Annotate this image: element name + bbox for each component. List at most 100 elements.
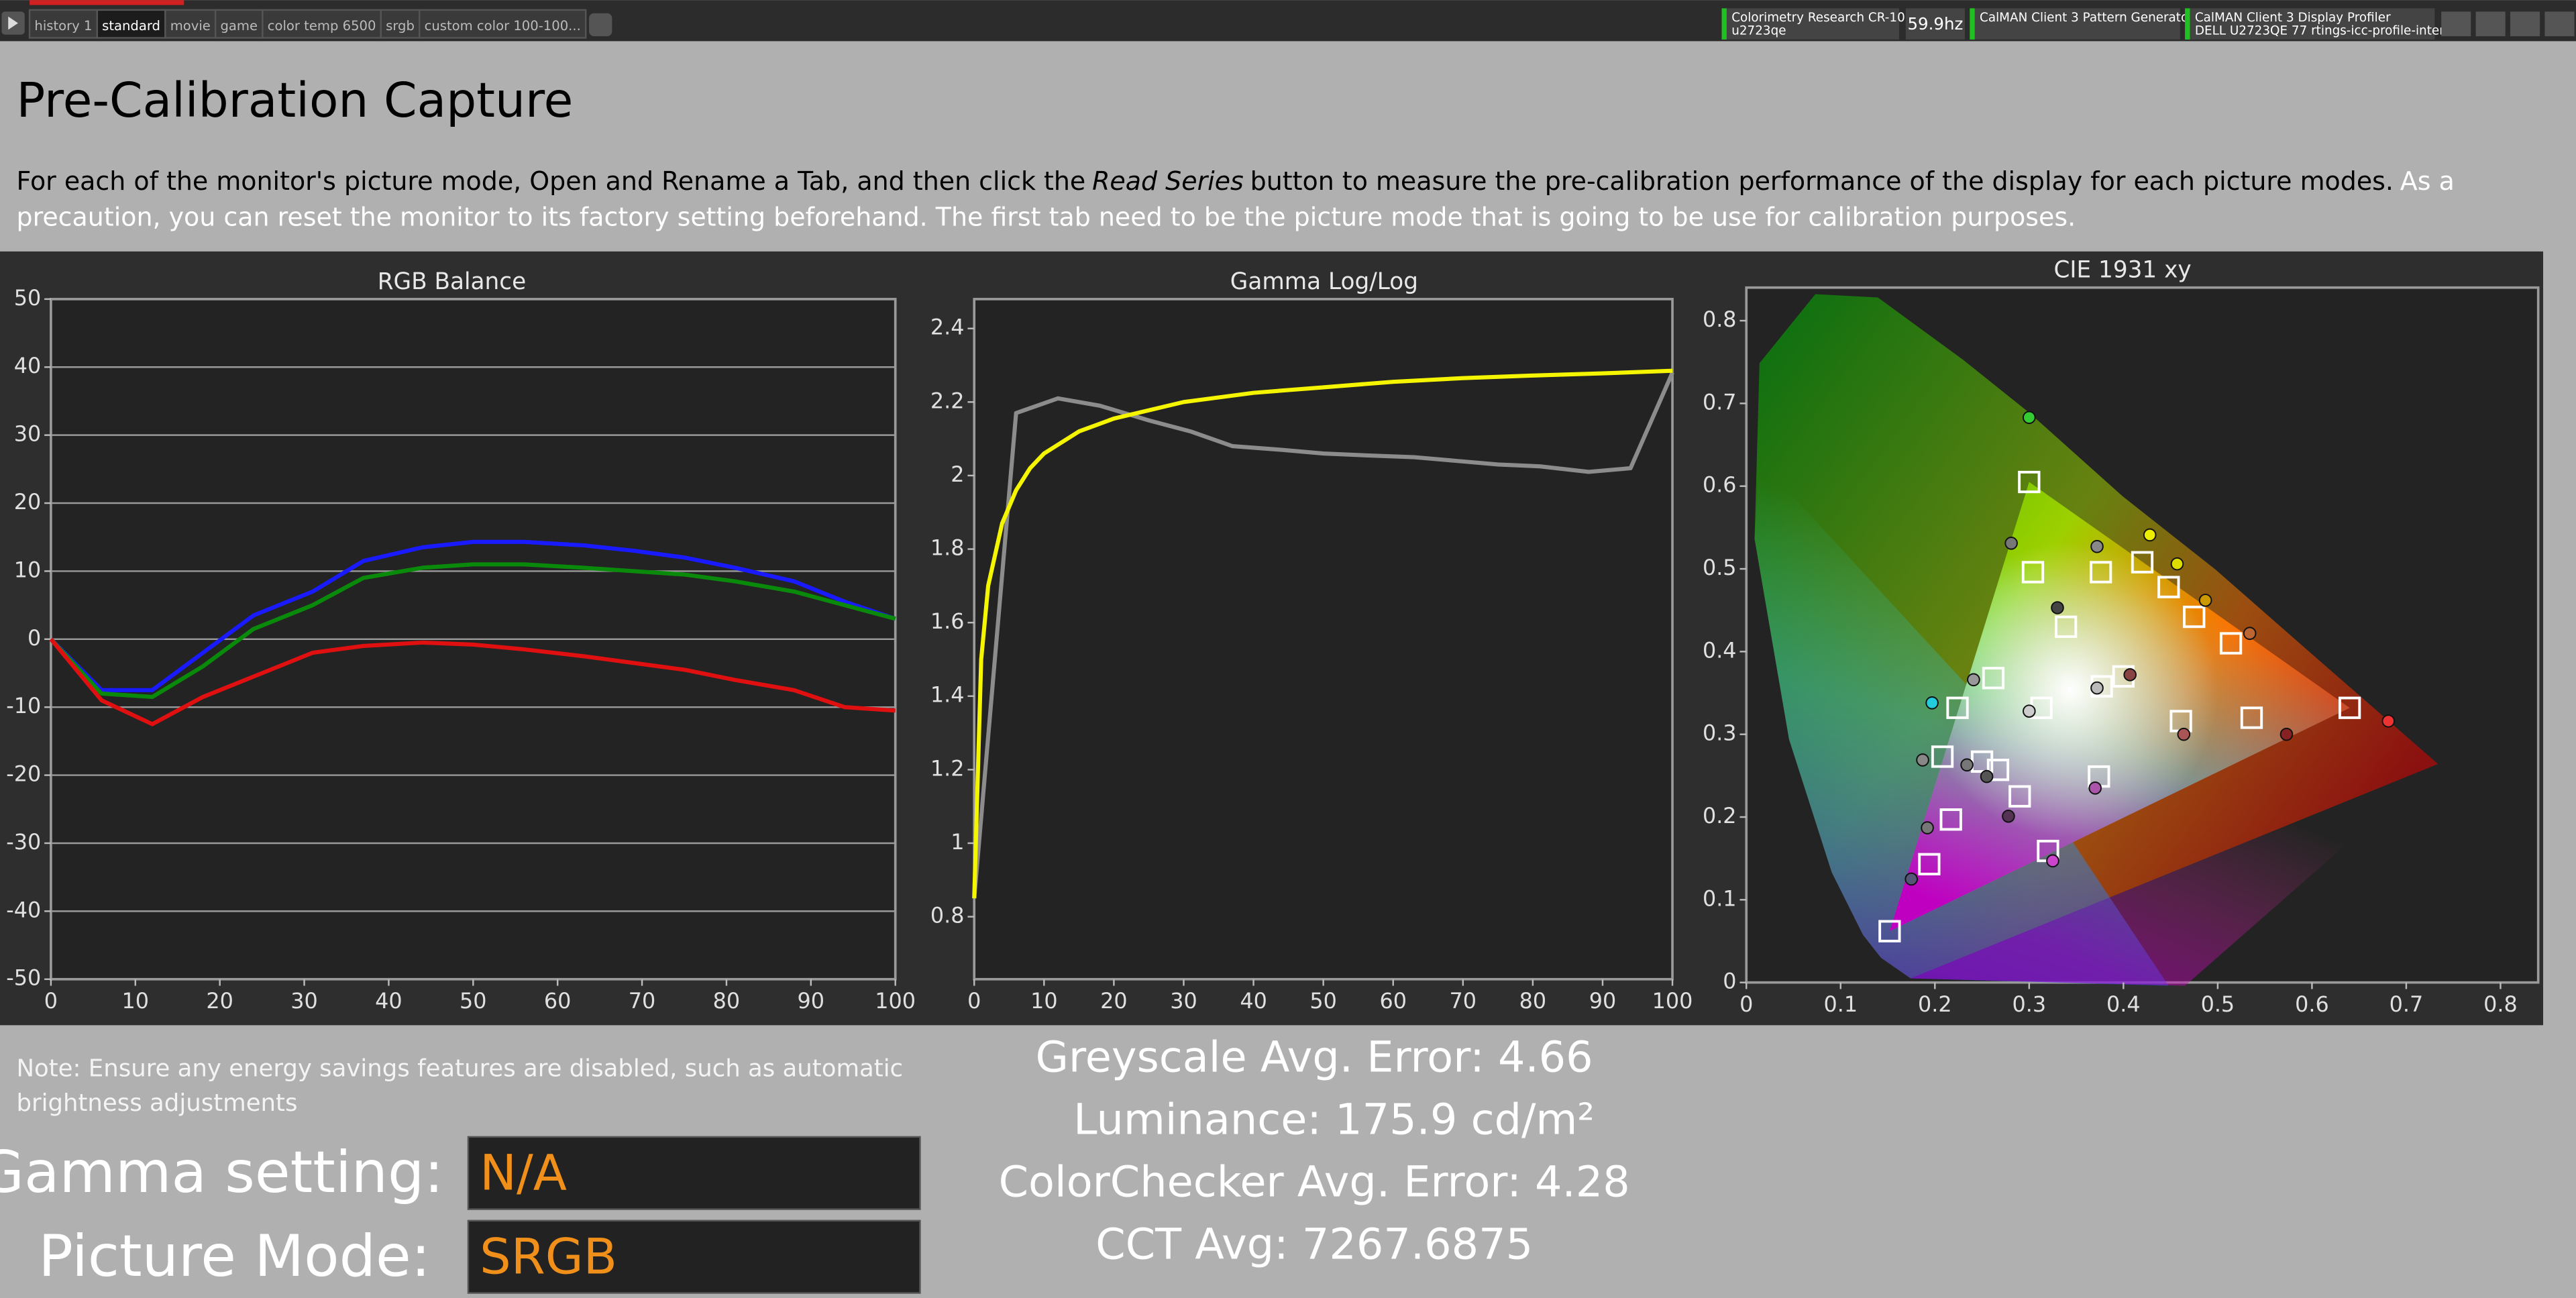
x-tick-label: 20 — [1100, 988, 1128, 1014]
measured-marker — [2123, 668, 2137, 682]
y-tick-label: -50 — [6, 965, 41, 991]
target-marker — [1986, 759, 2010, 781]
target-marker — [1982, 667, 2005, 690]
caution-text: As a — [2400, 166, 2455, 195]
y-tick-label: 0.5 — [1703, 555, 1737, 580]
description: For each of the monitor's picture mode, … — [16, 166, 2454, 195]
y-tick-label: 0.7 — [1703, 389, 1737, 415]
generator-select[interactable] — [1970, 8, 2180, 40]
profiler-name: CalMAN Client 3 Display Profiler — [2195, 11, 2391, 25]
measured-marker — [2023, 704, 2036, 718]
target-marker — [2021, 561, 2045, 584]
x-tick-label: 100 — [1652, 988, 1693, 1014]
y-tick-label: -10 — [6, 693, 41, 718]
x-tick-label: 10 — [1030, 988, 1058, 1014]
measured-marker — [2002, 809, 2015, 823]
y-tick-label: 0 — [1723, 969, 1736, 994]
measured-marker — [1980, 769, 1994, 783]
target-marker — [2131, 551, 2154, 574]
series-line — [972, 368, 1673, 899]
page-title: Pre-Calibration Capture — [16, 72, 573, 128]
x-tick-label: 0.4 — [2106, 991, 2141, 1017]
back-button[interactable] — [2544, 11, 2575, 37]
tab[interactable] — [380, 9, 421, 39]
y-tick-label: 0 — [28, 625, 41, 651]
add-tab[interactable] — [589, 13, 612, 37]
series-line — [972, 372, 1674, 899]
target-marker — [2219, 632, 2243, 655]
measured-marker — [1967, 673, 1980, 687]
target-marker — [2089, 561, 2112, 584]
y-tick-label: 1.4 — [930, 682, 965, 708]
y-tick-label: 2.2 — [930, 388, 965, 413]
x-tick-label: 60 — [544, 988, 572, 1014]
meter-select[interactable] — [1721, 8, 1900, 40]
tab[interactable] — [214, 9, 264, 39]
measured-marker — [2198, 594, 2212, 607]
setting-value: SRGB — [480, 1229, 617, 1286]
y-tick-label: 1.6 — [930, 608, 965, 634]
target-marker — [2054, 615, 2078, 639]
plot-area — [973, 298, 1674, 981]
tab[interactable] — [419, 9, 587, 39]
tab-strip: history 1 standard movie game color temp 650… — [28, 9, 612, 39]
note: Note: Ensure any energy savings features… — [16, 1054, 903, 1082]
target-marker — [1946, 696, 1969, 719]
caution-text: precaution, you can reset the monitor to… — [16, 202, 2076, 231]
y-tick-label: 0.8 — [1703, 307, 1737, 332]
y-tick-label: 0.3 — [1703, 720, 1737, 746]
setting-box — [467, 1220, 921, 1294]
measured-marker — [1960, 758, 1974, 772]
status — [2185, 8, 2190, 40]
profiler-select[interactable] — [2185, 8, 2435, 40]
y-tick-label: 0.1 — [1703, 885, 1737, 911]
x-tick-label: 0.7 — [2390, 991, 2424, 1017]
x-tick-label: 0 — [1739, 991, 1753, 1017]
help-button[interactable] — [2510, 11, 2540, 37]
y-tick-label: 30 — [14, 421, 42, 447]
x-tick-label: 0.8 — [2483, 991, 2518, 1017]
y-tick-label: 0.6 — [1703, 472, 1737, 498]
tab[interactable] — [28, 9, 99, 39]
description-text: button to measure the pre-calibration pe… — [1250, 166, 2394, 195]
x-tick-label: 20 — [206, 988, 233, 1014]
x-tick-label: 70 — [629, 988, 656, 1014]
series-line — [49, 637, 896, 726]
measured-marker — [1904, 872, 1918, 886]
refresh-rate: 59.9hz — [1907, 14, 1963, 34]
y-tick-label: 50 — [14, 285, 42, 311]
target-marker — [2338, 696, 2361, 719]
y-tick-label: 40 — [14, 353, 42, 378]
x-tick-label: 100 — [875, 988, 916, 1014]
measured-marker — [2004, 536, 2018, 550]
tab[interactable] — [262, 9, 382, 39]
toolbar-button[interactable] — [2441, 11, 2471, 37]
x-tick-label: 80 — [1519, 988, 1547, 1014]
target-marker — [1939, 808, 1962, 831]
tab[interactable] — [164, 9, 217, 39]
measured-marker — [2090, 681, 2104, 695]
tab-label: standard — [102, 18, 160, 34]
measured-marker — [1921, 821, 1934, 834]
settings-button[interactable] — [2475, 11, 2506, 37]
generator-name: CalMAN Client 3 Pattern Generator — [1980, 11, 2194, 25]
y-tick-label: 0.2 — [1703, 803, 1737, 828]
note: brightness adjustments — [16, 1089, 297, 1117]
locus-shade — [1911, 763, 2438, 986]
stat: CCT Avg: 7267.6875 — [1095, 1220, 1533, 1269]
x-tick-label: 0.5 — [2201, 991, 2235, 1017]
y-tick-label: 2.4 — [930, 315, 965, 340]
y-tick-label: 1.8 — [930, 535, 965, 561]
tab-indicator — [30, 0, 184, 5]
measured-marker — [2088, 781, 2102, 795]
setting-label: Picture Mode: — [38, 1223, 430, 1290]
measured-marker — [2023, 411, 2036, 425]
meter-name: Colorimetry Research CR-100 — [1731, 11, 1913, 25]
measured-marker — [2090, 539, 2104, 553]
tab-label: game — [221, 18, 258, 34]
x-tick-label: 0.2 — [1918, 991, 1952, 1017]
x-tick-label: 30 — [290, 988, 318, 1014]
